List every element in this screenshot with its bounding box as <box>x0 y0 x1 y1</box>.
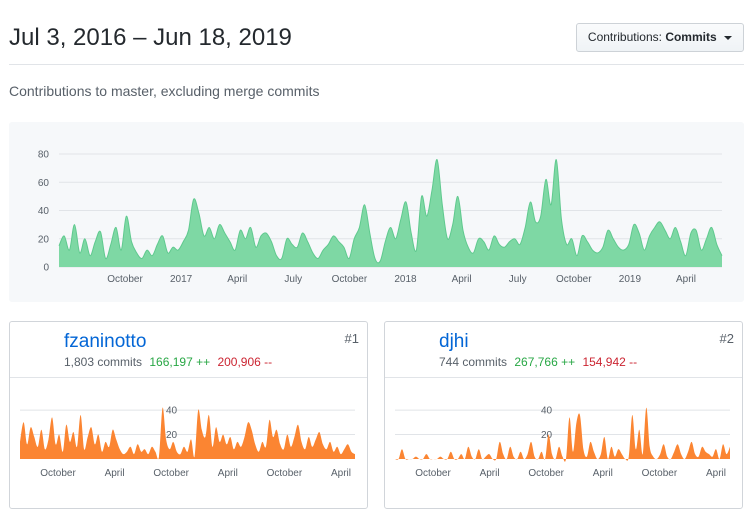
contributor-chart-svg: 20 40 October April October April October April <box>395 406 730 479</box>
additions-count: 166,197 ++ <box>149 355 211 369</box>
y-tick-label: 80 <box>38 150 50 161</box>
chart-subtitle: Contributions to master, excluding merge… <box>9 83 320 99</box>
contributor-chart-svg: 20 40 October April October April October April <box>20 406 355 479</box>
contributor-card-header: fzaninotto 1,803 commits 166,197 ++ 200,… <box>10 322 367 378</box>
x-tick-label: October <box>415 468 451 479</box>
main-commits-chart[interactable]: 0 20 40 60 80 October 2017 April July October 2018… <box>9 122 744 302</box>
area-series <box>20 407 355 460</box>
contributor-stats: 1,803 commits 166,197 ++ 200,906 -- <box>64 355 272 369</box>
x-tick-label: April <box>218 468 238 479</box>
x-tick-label: October <box>556 274 592 285</box>
x-tick-label: October <box>40 468 76 479</box>
contributions-label: Contributions: <box>587 30 662 44</box>
contributor-stats: 744 commits 267,766 ++ 154,942 -- <box>439 355 637 369</box>
contributor-username-link[interactable]: fzaninotto <box>64 331 147 352</box>
contributor-rank: #2 <box>719 331 734 346</box>
main-chart-svg: 0 20 40 60 80 October 2017 April July October 2018… <box>38 150 723 285</box>
contributor-card: djhi 744 commits 267,766 ++ 154,942 -- #… <box>384 321 743 509</box>
x-tick-label: October <box>642 468 678 479</box>
x-tick-label: April <box>452 274 472 285</box>
avatar[interactable] <box>393 331 431 369</box>
contributor-card-header: djhi 744 commits 267,766 ++ 154,942 -- #… <box>385 322 742 378</box>
area-series <box>59 159 722 267</box>
contributions-type-dropdown[interactable]: Contributions: Commits <box>575 23 744 52</box>
y-tick-label: 20 <box>166 430 178 441</box>
x-tick-label: 2017 <box>170 274 193 285</box>
x-tick-label: April <box>706 468 726 479</box>
contributor-username-link[interactable]: djhi <box>439 331 469 352</box>
additions-count: 267,766 ++ <box>514 355 576 369</box>
y-tick-label: 0 <box>43 263 49 274</box>
area-series-line <box>58 159 723 264</box>
x-tick-label: April <box>480 468 500 479</box>
y-tick-label: 20 <box>541 430 553 441</box>
contributor-rank: #1 <box>344 331 359 346</box>
commit-count: 744 commits <box>439 355 508 369</box>
area-series <box>395 407 730 462</box>
x-tick-label: 2019 <box>619 274 642 285</box>
x-tick-label: April <box>105 468 125 479</box>
commit-count: 1,803 commits <box>64 355 143 369</box>
x-tick-label: July <box>284 274 302 285</box>
page-header: Jul 3, 2016 – Jun 18, 2019 Contributions… <box>9 23 744 65</box>
deletions-count: 200,906 -- <box>217 355 273 369</box>
x-tick-label: April <box>676 274 696 285</box>
date-range-title: Jul 3, 2016 – Jun 18, 2019 <box>9 24 292 51</box>
x-tick-label: October <box>332 274 368 285</box>
x-tick-label: April <box>593 468 613 479</box>
x-tick-label: 2018 <box>394 274 417 285</box>
contributions-value: Commits <box>665 30 717 44</box>
avatar[interactable] <box>18 331 56 369</box>
x-tick-label: April <box>331 468 351 479</box>
x-tick-label: October <box>107 274 143 285</box>
x-tick-label: October <box>153 468 189 479</box>
x-tick-label: July <box>509 274 527 285</box>
y-tick-label: 40 <box>166 406 178 417</box>
deletions-count: 154,942 -- <box>582 355 638 369</box>
x-tick-label: April <box>227 274 247 285</box>
x-tick-label: October <box>528 468 564 479</box>
y-tick-label: 40 <box>541 406 553 417</box>
caret-down-icon <box>724 35 732 40</box>
x-tick-label: October <box>267 468 303 479</box>
y-tick-label: 60 <box>38 178 50 189</box>
y-tick-label: 20 <box>38 234 50 245</box>
contributor-card: fzaninotto 1,803 commits 166,197 ++ 200,… <box>9 321 368 509</box>
y-tick-label: 40 <box>38 206 50 217</box>
